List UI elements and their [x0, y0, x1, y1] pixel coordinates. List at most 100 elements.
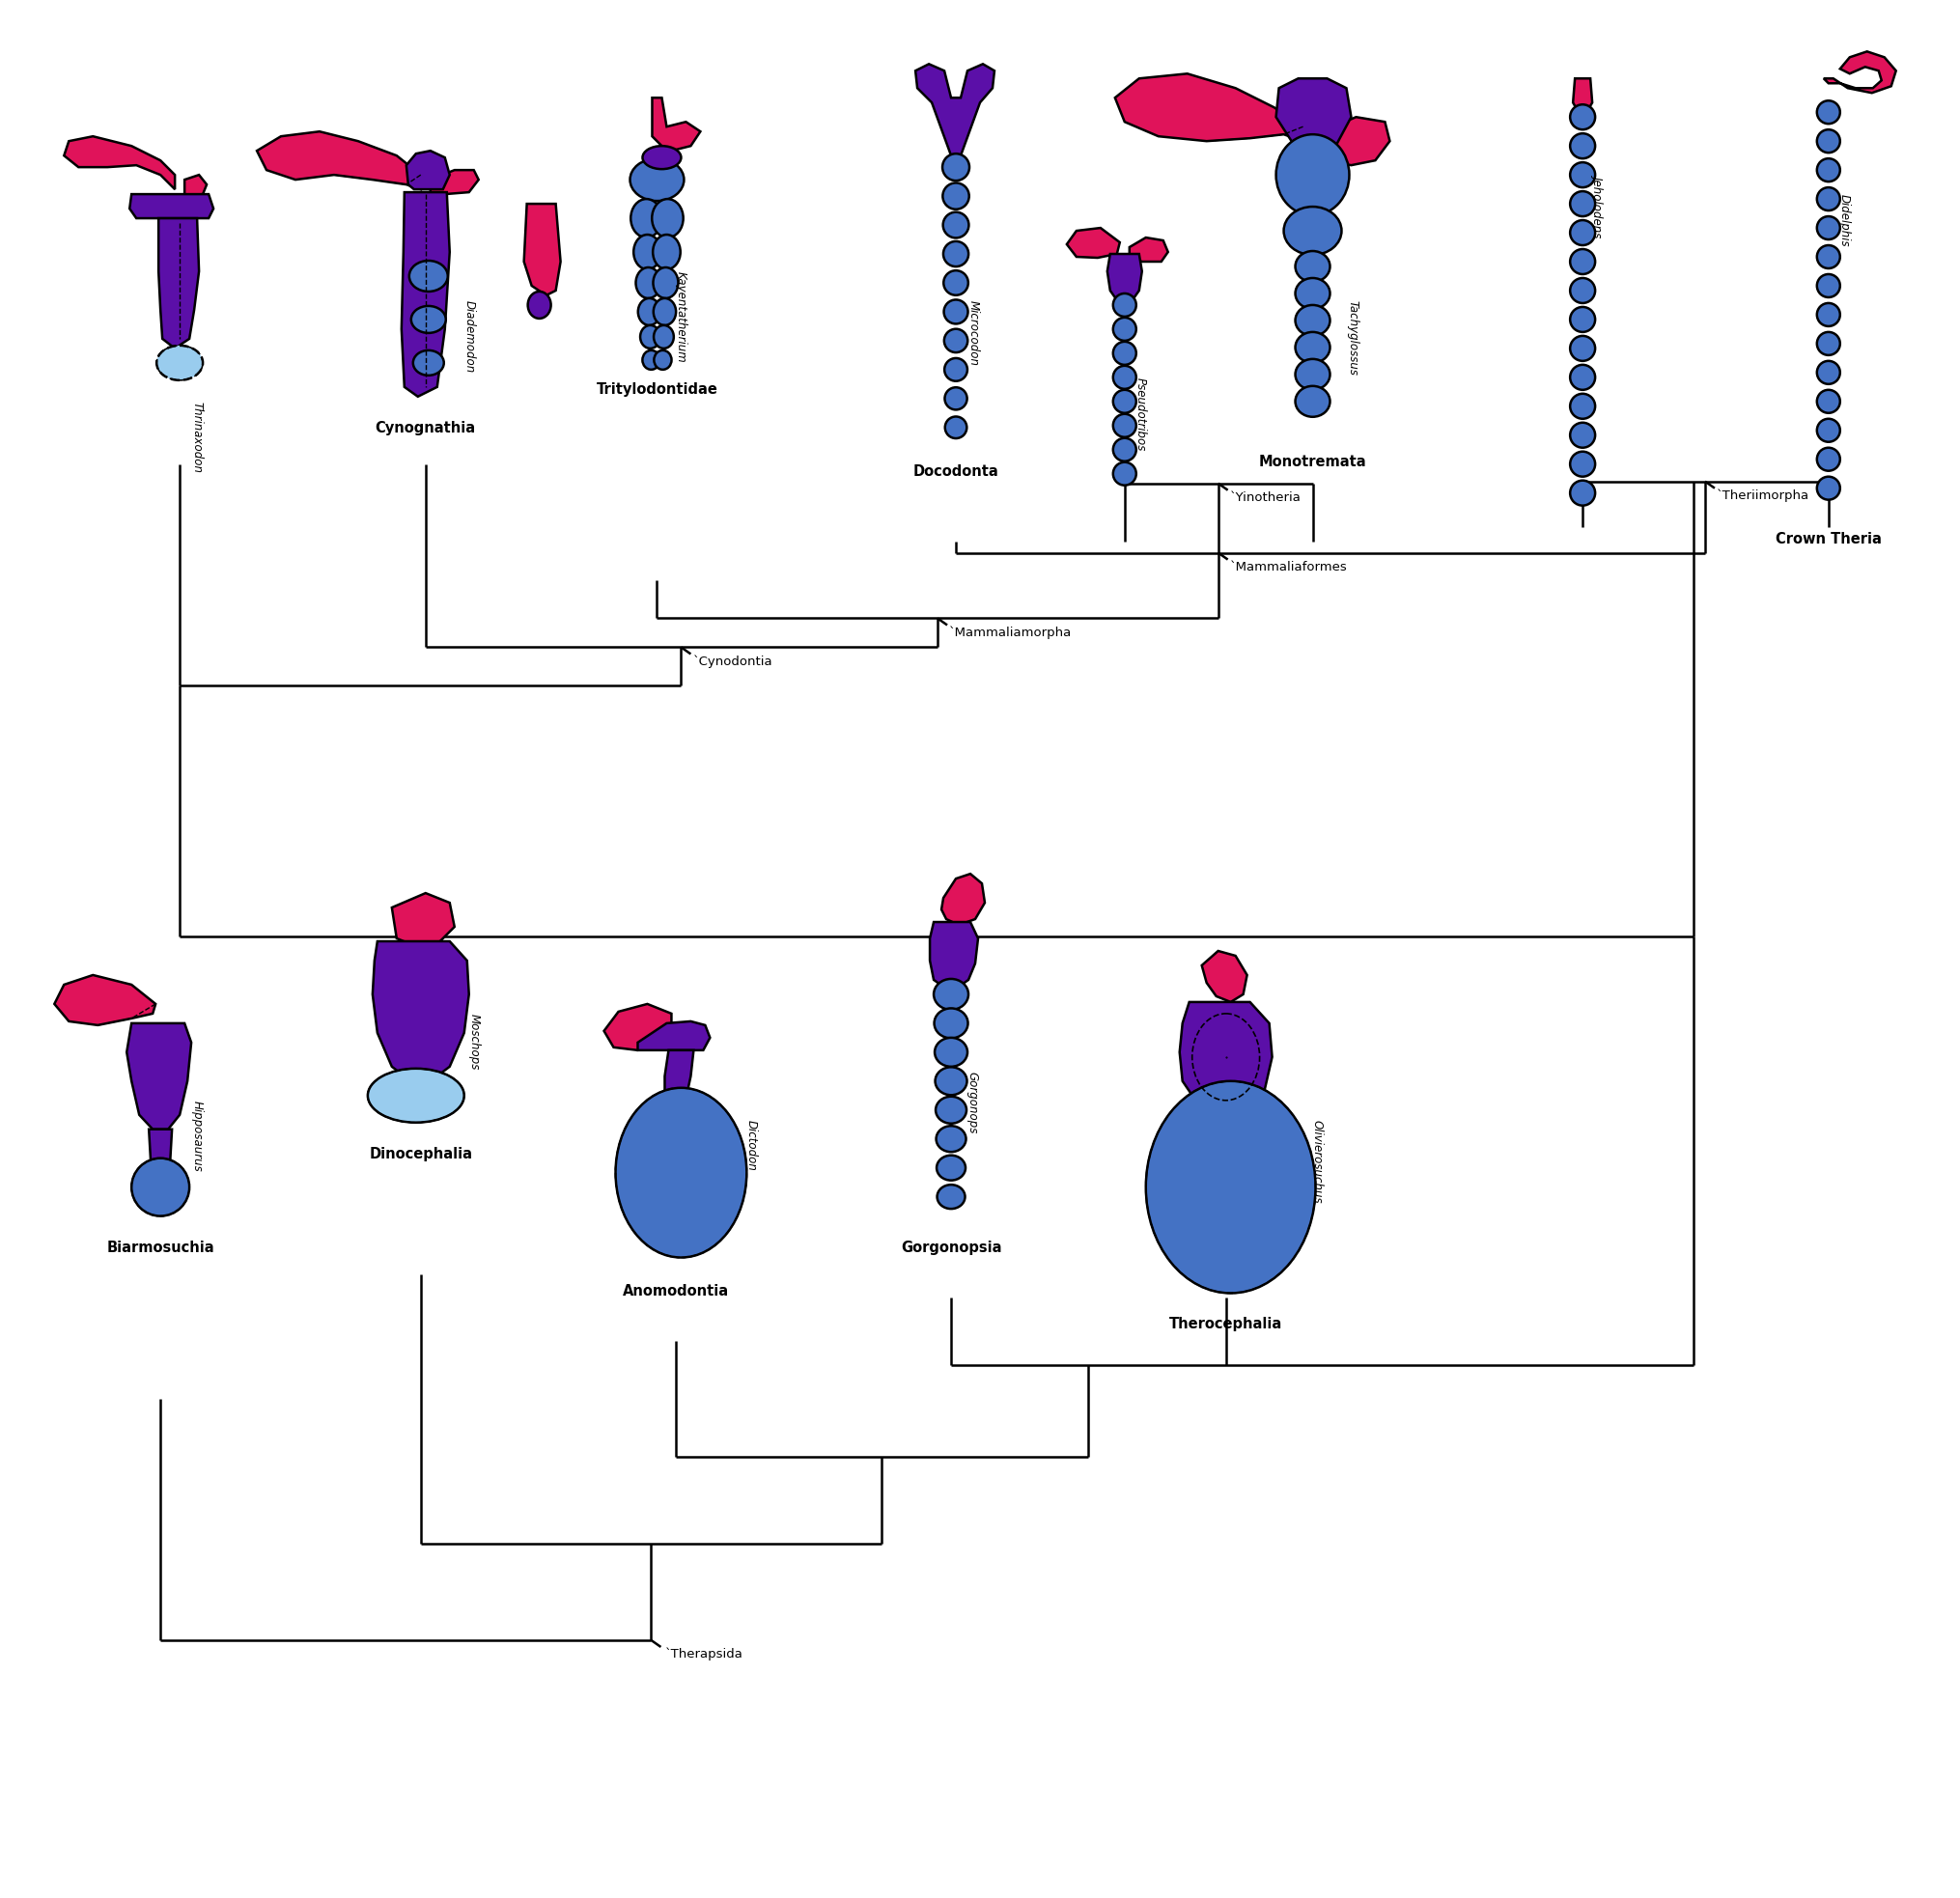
Polygon shape: [915, 65, 994, 156]
Ellipse shape: [945, 416, 966, 438]
Ellipse shape: [1817, 476, 1838, 499]
Ellipse shape: [1296, 385, 1329, 418]
Ellipse shape: [653, 235, 680, 270]
Ellipse shape: [1570, 133, 1593, 158]
Ellipse shape: [943, 300, 968, 325]
Polygon shape: [55, 976, 155, 1025]
Ellipse shape: [943, 213, 968, 237]
Polygon shape: [1066, 228, 1119, 258]
Ellipse shape: [655, 351, 670, 370]
Ellipse shape: [1570, 452, 1593, 476]
Ellipse shape: [651, 199, 682, 237]
Ellipse shape: [1113, 438, 1135, 461]
Text: Docodonta: Docodonta: [913, 465, 998, 478]
Ellipse shape: [1570, 423, 1593, 448]
Ellipse shape: [412, 306, 445, 332]
Ellipse shape: [1113, 294, 1135, 317]
Text: Pseudotribos: Pseudotribos: [1133, 378, 1147, 452]
Ellipse shape: [1296, 332, 1329, 363]
Polygon shape: [402, 192, 449, 397]
Polygon shape: [159, 218, 198, 349]
Ellipse shape: [933, 979, 968, 1010]
Polygon shape: [406, 150, 449, 190]
Ellipse shape: [1570, 480, 1593, 505]
Polygon shape: [257, 131, 421, 190]
Text: `Therapsida: `Therapsida: [664, 1647, 743, 1661]
Ellipse shape: [1276, 135, 1348, 214]
Text: Tritylodontidae: Tritylodontidae: [596, 381, 717, 397]
Text: Therocephalia: Therocephalia: [1168, 1317, 1282, 1332]
Ellipse shape: [1570, 104, 1593, 129]
Polygon shape: [1180, 1002, 1272, 1114]
Ellipse shape: [1296, 306, 1329, 336]
Polygon shape: [129, 194, 214, 218]
Text: Biarmosuchia: Biarmosuchia: [106, 1239, 214, 1255]
Polygon shape: [65, 137, 174, 190]
Ellipse shape: [1817, 101, 1838, 123]
Text: Microcodon: Microcodon: [966, 300, 980, 366]
Circle shape: [131, 1158, 190, 1217]
Text: Dinocephalia: Dinocephalia: [368, 1146, 472, 1162]
Ellipse shape: [633, 235, 661, 270]
Polygon shape: [127, 1023, 192, 1129]
Ellipse shape: [943, 271, 968, 296]
Ellipse shape: [1145, 1082, 1315, 1293]
Ellipse shape: [935, 1067, 966, 1095]
Text: Kayentatherium: Kayentatherium: [674, 271, 688, 363]
Ellipse shape: [1817, 448, 1838, 471]
Polygon shape: [929, 922, 978, 987]
Ellipse shape: [945, 387, 966, 410]
Polygon shape: [1107, 254, 1141, 300]
Ellipse shape: [1113, 366, 1135, 389]
Polygon shape: [1276, 78, 1350, 144]
Ellipse shape: [157, 345, 202, 380]
Ellipse shape: [1817, 419, 1838, 442]
Polygon shape: [604, 1004, 670, 1050]
Ellipse shape: [1113, 461, 1135, 486]
Ellipse shape: [1817, 389, 1838, 414]
Polygon shape: [653, 97, 700, 150]
Ellipse shape: [653, 298, 676, 325]
Ellipse shape: [933, 1008, 968, 1038]
Text: `Mammaliaformes: `Mammaliaformes: [1229, 560, 1347, 573]
Polygon shape: [1572, 78, 1592, 110]
Ellipse shape: [1817, 129, 1838, 152]
Ellipse shape: [1296, 251, 1329, 283]
Polygon shape: [429, 171, 478, 194]
Ellipse shape: [410, 260, 447, 292]
Ellipse shape: [1570, 336, 1593, 361]
Ellipse shape: [615, 1088, 747, 1258]
Text: Jeholodens: Jeholodens: [1592, 175, 1603, 237]
Ellipse shape: [1817, 158, 1838, 182]
Ellipse shape: [943, 154, 968, 180]
Ellipse shape: [643, 146, 680, 169]
Ellipse shape: [935, 1097, 966, 1124]
Ellipse shape: [943, 328, 966, 353]
Ellipse shape: [935, 1038, 966, 1067]
Polygon shape: [1129, 237, 1168, 262]
Polygon shape: [149, 1129, 172, 1163]
Text: `Yinotheria: `Yinotheria: [1229, 492, 1299, 503]
Polygon shape: [184, 175, 206, 201]
Ellipse shape: [943, 241, 968, 266]
Polygon shape: [392, 894, 455, 945]
Text: Hipposaurus: Hipposaurus: [190, 1101, 204, 1171]
Ellipse shape: [1817, 361, 1838, 383]
Text: Monotremata: Monotremata: [1258, 454, 1366, 469]
Polygon shape: [1321, 118, 1390, 165]
Ellipse shape: [639, 325, 661, 349]
Ellipse shape: [1296, 359, 1329, 389]
Text: Didelphis: Didelphis: [1837, 194, 1850, 247]
Ellipse shape: [1817, 304, 1838, 326]
Ellipse shape: [1296, 277, 1329, 309]
Ellipse shape: [631, 199, 662, 237]
Ellipse shape: [1113, 389, 1135, 414]
Ellipse shape: [943, 182, 968, 209]
Text: Crown Theria: Crown Theria: [1774, 531, 1880, 547]
Ellipse shape: [945, 359, 966, 381]
Text: Cynognathia: Cynognathia: [374, 421, 476, 435]
Ellipse shape: [653, 325, 674, 349]
Polygon shape: [664, 1050, 694, 1103]
Text: `Theriimorpha: `Theriimorpha: [1715, 490, 1809, 503]
Text: Dictodon: Dictodon: [745, 1120, 757, 1171]
